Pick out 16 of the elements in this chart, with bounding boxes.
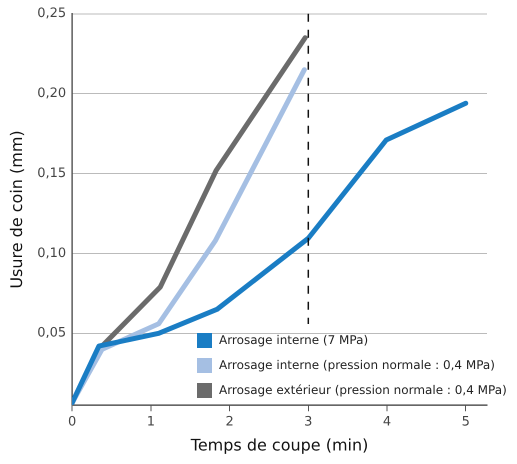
- y-tick-label: 0,15: [37, 166, 66, 181]
- x-tick-label: 1: [146, 414, 156, 430]
- y-tick-label: 0,25: [37, 6, 66, 22]
- y-tick-label: 0,05: [37, 326, 66, 341]
- x-tick-label: 4: [382, 414, 392, 430]
- x-tick-label: 5: [462, 414, 470, 430]
- x-axis-title: Temps de coupe (min): [190, 436, 368, 455]
- x-tick-label: 0: [68, 414, 76, 430]
- x-tick-label: 3: [304, 414, 312, 430]
- legend-label: Arrosage interne (7 MPa): [219, 332, 368, 350]
- legend-label: Arrosage interne (pression normale : 0,4 MPa): [219, 357, 495, 374]
- y-axis-title: Usure de coin (mm): [6, 130, 26, 289]
- y-tick-label: 0,10: [37, 246, 66, 261]
- y-tick-label: 0,20: [37, 86, 66, 102]
- x-tick-label: 2: [225, 414, 234, 430]
- legend-label: Arrosage extérieur (pression normale : 0,4 MPa): [219, 382, 507, 400]
